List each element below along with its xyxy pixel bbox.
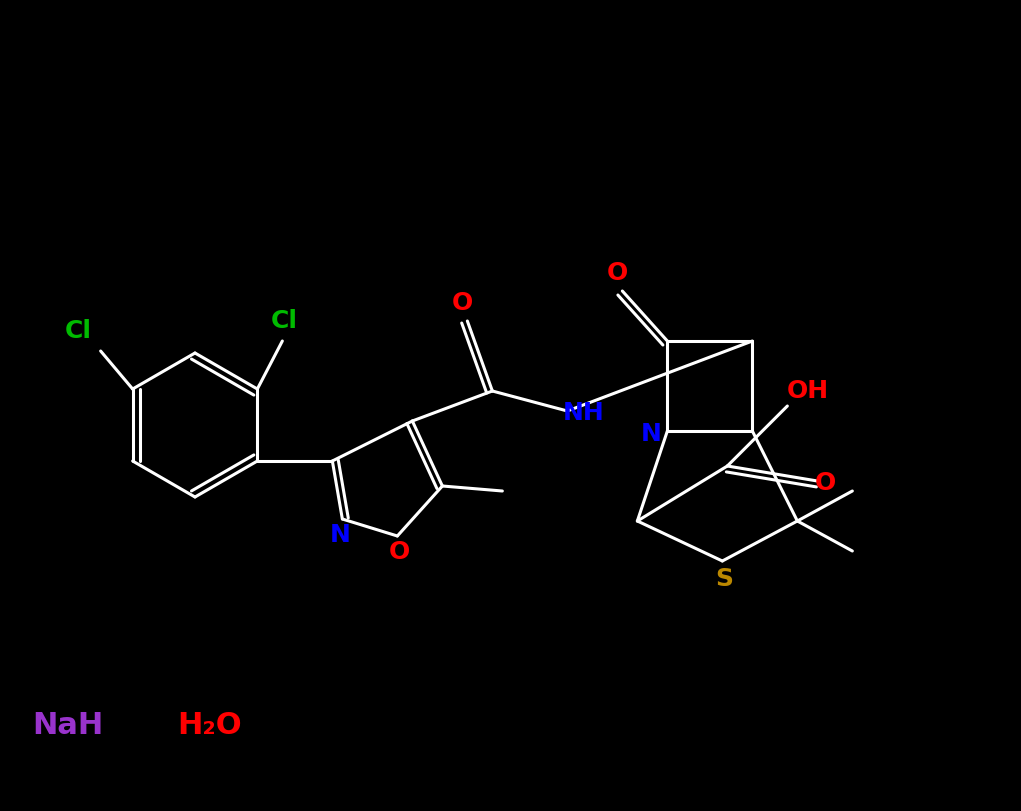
Text: OH: OH [786, 379, 828, 403]
Text: O: O [815, 471, 836, 495]
Text: O: O [606, 261, 628, 285]
Text: O: O [451, 291, 473, 315]
Text: O: O [389, 540, 410, 564]
Text: Cl: Cl [65, 319, 92, 343]
Text: S: S [716, 567, 733, 591]
Text: N: N [641, 422, 662, 446]
Text: H₂O: H₂O [178, 711, 242, 740]
Text: NH: NH [563, 401, 604, 425]
Text: Cl: Cl [271, 309, 298, 333]
Text: N: N [330, 523, 351, 547]
Text: NaH: NaH [33, 711, 103, 740]
